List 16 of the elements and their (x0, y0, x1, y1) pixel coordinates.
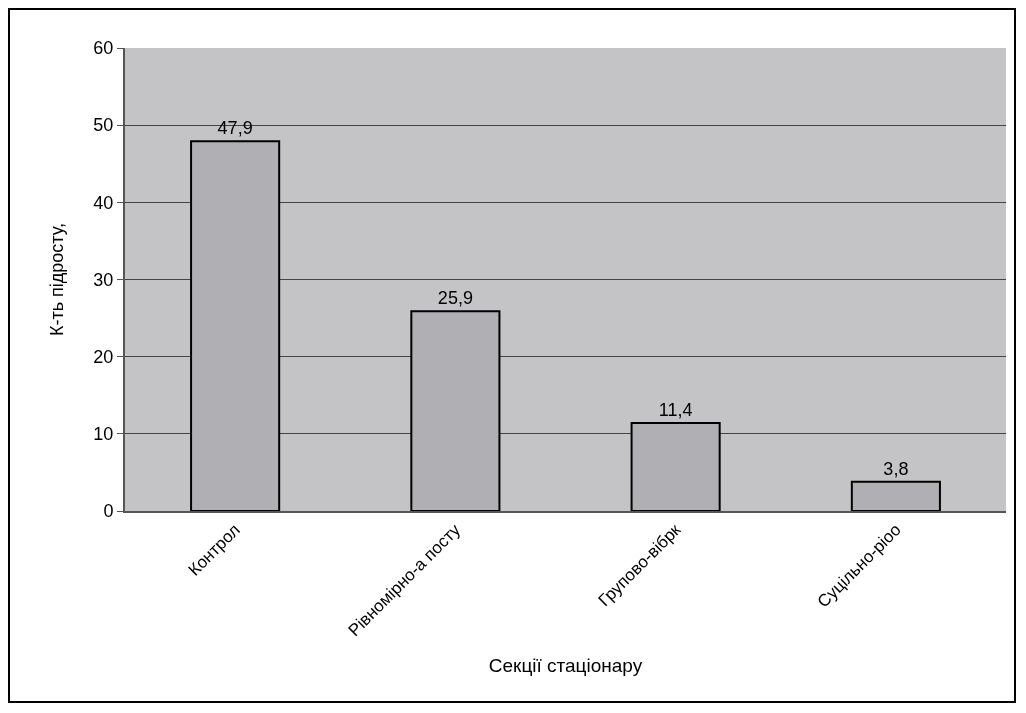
x-axis-title: Секції стаціонару (488, 655, 643, 677)
y-tick-label: 20 (93, 346, 114, 367)
data-label: 11,4 (658, 400, 693, 421)
bar (630, 422, 721, 511)
data-label: 3,8 (883, 458, 909, 479)
y-tick-label: 40 (93, 192, 114, 213)
y-tick-label: 60 (93, 38, 114, 59)
y-tick-label: 0 (103, 501, 114, 522)
bar (410, 310, 501, 511)
y-axis-title: К-ть підросту, (47, 222, 68, 337)
y-tick-label: 10 (93, 424, 114, 445)
y-tick-label: 30 (93, 269, 114, 290)
bar (190, 140, 281, 511)
bar (850, 480, 941, 511)
y-tick-label: 50 (93, 115, 114, 136)
data-label: 25,9 (437, 288, 473, 309)
